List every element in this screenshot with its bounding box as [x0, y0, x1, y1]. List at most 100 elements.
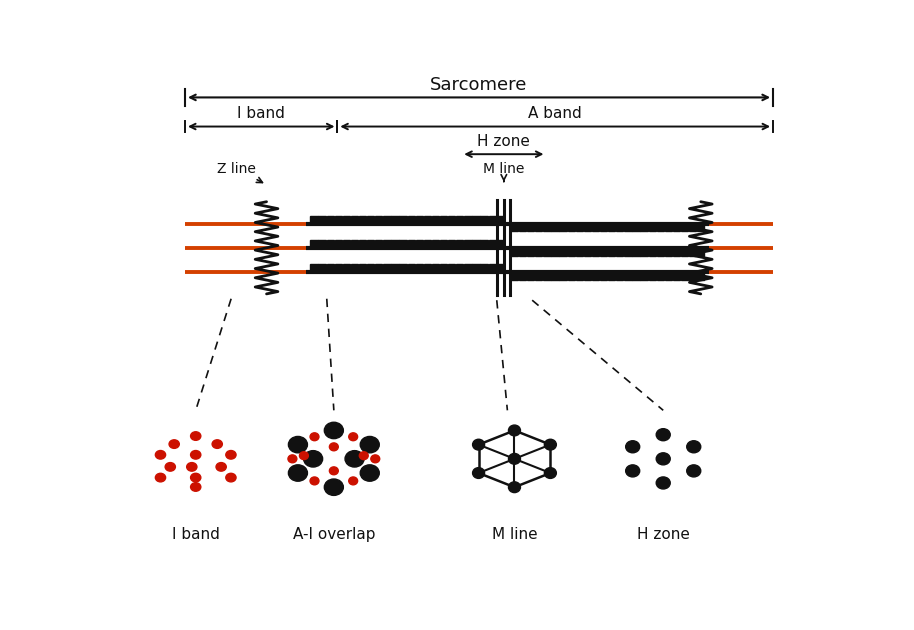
Polygon shape [543, 224, 550, 231]
Polygon shape [527, 224, 535, 231]
Ellipse shape [345, 450, 364, 467]
Polygon shape [343, 265, 350, 272]
Polygon shape [464, 216, 472, 224]
Polygon shape [473, 240, 480, 248]
Polygon shape [689, 248, 696, 256]
Ellipse shape [360, 465, 379, 481]
Polygon shape [496, 216, 504, 224]
Ellipse shape [360, 437, 379, 453]
Polygon shape [649, 224, 656, 231]
Polygon shape [584, 248, 591, 256]
Text: Sarcomere: Sarcomere [430, 76, 527, 93]
Polygon shape [481, 216, 488, 224]
Polygon shape [496, 240, 504, 248]
Polygon shape [600, 272, 607, 280]
Polygon shape [568, 224, 575, 231]
Polygon shape [391, 216, 399, 224]
Polygon shape [399, 240, 407, 248]
Polygon shape [416, 265, 423, 272]
Polygon shape [689, 224, 696, 231]
Polygon shape [448, 265, 455, 272]
Polygon shape [440, 240, 447, 248]
Polygon shape [367, 265, 375, 272]
Polygon shape [399, 216, 407, 224]
Polygon shape [681, 224, 688, 231]
Polygon shape [551, 272, 558, 280]
Ellipse shape [508, 425, 520, 436]
Polygon shape [576, 224, 583, 231]
Polygon shape [416, 240, 423, 248]
Polygon shape [440, 265, 447, 272]
Ellipse shape [310, 477, 319, 485]
Text: M line: M line [492, 527, 537, 542]
Ellipse shape [656, 453, 670, 465]
Ellipse shape [473, 467, 484, 478]
Polygon shape [375, 240, 382, 248]
Polygon shape [568, 248, 575, 256]
Ellipse shape [359, 452, 368, 460]
Polygon shape [408, 216, 415, 224]
Polygon shape [375, 216, 382, 224]
Polygon shape [624, 248, 632, 256]
Polygon shape [440, 216, 447, 224]
Polygon shape [383, 265, 390, 272]
Polygon shape [527, 248, 535, 256]
Polygon shape [697, 224, 705, 231]
Polygon shape [559, 248, 567, 256]
Polygon shape [673, 272, 680, 280]
Polygon shape [608, 272, 615, 280]
Polygon shape [673, 248, 680, 256]
Ellipse shape [686, 441, 701, 453]
Ellipse shape [329, 443, 338, 451]
Polygon shape [576, 272, 583, 280]
Polygon shape [641, 224, 648, 231]
Polygon shape [383, 240, 390, 248]
Polygon shape [697, 272, 705, 280]
Ellipse shape [186, 462, 197, 471]
Polygon shape [681, 248, 688, 256]
Text: A-I overlap: A-I overlap [292, 527, 375, 542]
Polygon shape [641, 248, 648, 256]
Text: M line: M line [484, 162, 525, 181]
Polygon shape [600, 248, 607, 256]
Polygon shape [511, 272, 518, 280]
Text: H zone: H zone [477, 134, 530, 149]
Polygon shape [481, 265, 488, 272]
Ellipse shape [324, 479, 344, 495]
Polygon shape [511, 248, 518, 256]
Polygon shape [464, 240, 472, 248]
Ellipse shape [310, 433, 319, 441]
Polygon shape [616, 272, 623, 280]
Polygon shape [456, 265, 463, 272]
Ellipse shape [329, 467, 338, 475]
Ellipse shape [626, 465, 640, 477]
Polygon shape [600, 224, 607, 231]
Polygon shape [496, 265, 504, 272]
Polygon shape [519, 248, 526, 256]
Polygon shape [551, 224, 558, 231]
Polygon shape [592, 272, 599, 280]
Ellipse shape [191, 450, 201, 459]
Ellipse shape [508, 454, 520, 464]
Polygon shape [592, 224, 599, 231]
Polygon shape [559, 224, 567, 231]
Polygon shape [543, 248, 550, 256]
Polygon shape [335, 216, 342, 224]
Ellipse shape [545, 467, 557, 478]
Polygon shape [326, 216, 334, 224]
Polygon shape [343, 240, 350, 248]
Polygon shape [335, 265, 342, 272]
Polygon shape [649, 248, 656, 256]
Ellipse shape [686, 465, 701, 477]
Polygon shape [431, 216, 439, 224]
Polygon shape [311, 265, 318, 272]
Polygon shape [383, 216, 390, 224]
Polygon shape [391, 265, 399, 272]
Ellipse shape [656, 477, 670, 489]
Ellipse shape [324, 422, 344, 438]
Polygon shape [343, 216, 350, 224]
Polygon shape [649, 272, 656, 280]
Polygon shape [641, 272, 648, 280]
Polygon shape [527, 272, 535, 280]
Polygon shape [624, 224, 632, 231]
